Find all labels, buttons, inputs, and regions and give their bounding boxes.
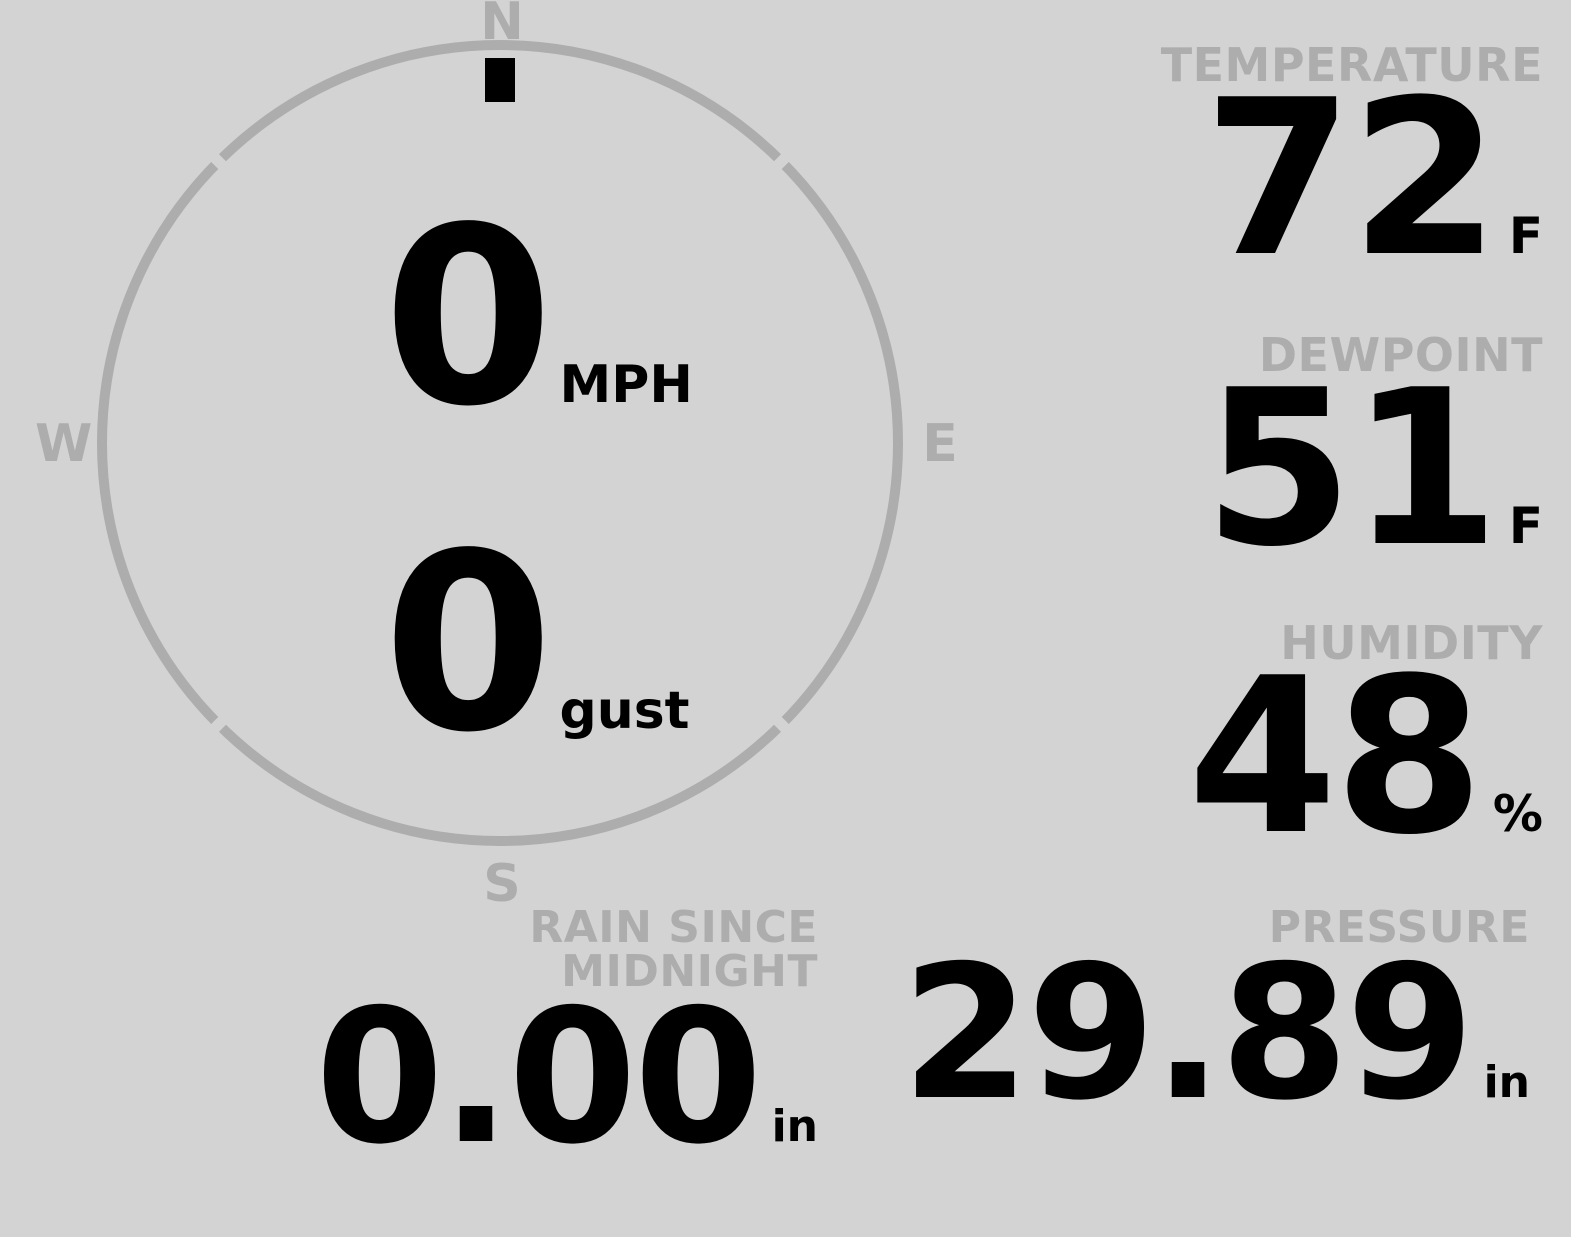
wind-gust-readout: 0 gust [383,501,690,786]
wind-speed-unit: MPH [559,355,693,415]
metric-dewpoint-label: DEWPOINT [1258,328,1543,382]
compass-label-east: E [922,414,958,474]
metric-pressure: PRESSURE 29.89 in [900,902,1530,1141]
wind-speed-value: 0 [383,175,553,460]
compass-label-north: N [480,0,524,52]
wind-compass-dial: N E S W 0 MPH 0 gust [35,0,958,910]
metric-dewpoint-value: 51 [1203,343,1500,594]
metric-humidity-label: HUMIDITY [1280,616,1543,670]
metric-humidity-value: 48 [1187,631,1484,882]
metric-humidity: HUMIDITY 48 % [1187,616,1543,882]
metric-temperature-value-row: 72 F [1161,53,1543,304]
wind-gust-unit: gust [559,681,690,741]
wind-speed-readout: 0 MPH [383,175,693,460]
metric-temperature-unit: F [1508,207,1543,265]
compass-label-west: W [35,414,93,474]
metric-pressure-value-row: 29.89 in [900,925,1530,1141]
metric-humidity-unit: % [1492,785,1543,843]
metric-pressure-label: PRESSURE [1268,902,1530,953]
metric-dewpoint-value-row: 51 F [1203,343,1543,594]
metric-rain-unit: in [771,1101,818,1152]
wind-direction-marker [485,58,515,102]
metric-rain-value: 0.00 [315,969,762,1185]
metric-rain-value-row: 0.00 in [258,969,818,1185]
wind-direction-marker-wrap [97,40,903,846]
metric-dewpoint-unit: F [1508,497,1543,555]
metric-rain-label: RAIN SINCE MIDNIGHT [529,902,818,997]
metric-temperature-value: 72 [1203,53,1500,304]
compass-ring [97,40,903,846]
metric-humidity-value-row: 48 % [1187,631,1543,882]
metric-pressure-unit: in [1483,1057,1530,1108]
metric-temperature-label: TEMPERATURE [1160,38,1543,92]
metric-pressure-value: 29.89 [901,925,1474,1141]
wind-gust-value: 0 [383,501,553,786]
compass-label-south: S [483,854,521,914]
metric-temperature: TEMPERATURE 72 F [1160,38,1543,304]
metric-rain-since-midnight: RAIN SINCE MIDNIGHT 0.00 in [258,902,818,1185]
metric-dewpoint: DEWPOINT 51 F [1203,328,1543,594]
